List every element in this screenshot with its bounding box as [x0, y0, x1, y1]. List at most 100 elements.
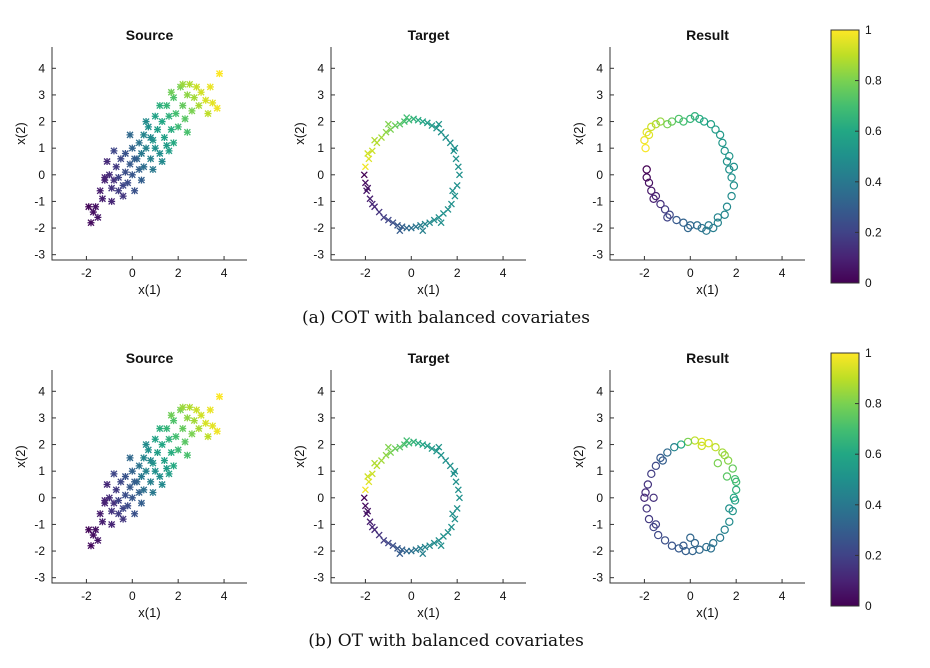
- data-point: [147, 134, 155, 142]
- y-axis-label: x(2): [571, 122, 586, 144]
- data-point: [709, 538, 718, 548]
- data-point: [706, 120, 716, 129]
- data-point: [725, 504, 734, 513]
- data-point: [391, 445, 399, 453]
- data-point: [391, 122, 399, 130]
- data-point: [167, 126, 175, 134]
- data-point: [653, 530, 663, 540]
- data-point: [715, 130, 725, 140]
- data-point: [720, 451, 729, 460]
- data-point: [151, 467, 159, 475]
- colorbar-tick-label: 0.2: [865, 225, 882, 239]
- data-point: [364, 184, 372, 192]
- data-point: [368, 200, 376, 208]
- data-point: [108, 507, 116, 515]
- data-point: [165, 112, 173, 120]
- data-point: [644, 178, 654, 187]
- data-point: [117, 155, 125, 163]
- y-tick-label: -3: [592, 571, 603, 585]
- scatter-series: [85, 393, 223, 550]
- data-point: [663, 213, 672, 222]
- data-point: [137, 473, 145, 480]
- data-point: [213, 427, 221, 435]
- y-tick-label: 3: [38, 411, 45, 425]
- data-point: [660, 205, 670, 214]
- data-point: [183, 451, 191, 459]
- data-point: [89, 208, 97, 216]
- data-point: [713, 218, 723, 227]
- colorbar-tick-label: 0.8: [865, 397, 882, 411]
- data-point: [644, 130, 654, 140]
- data-point: [419, 118, 427, 126]
- subplot-title: Source: [126, 350, 174, 366]
- axes-frame: [609, 47, 805, 261]
- data-point: [702, 542, 711, 552]
- data-point: [702, 226, 711, 235]
- data-point: [183, 128, 191, 136]
- data-point: [437, 542, 445, 550]
- data-point: [115, 510, 123, 518]
- y-tick-label: 2: [317, 438, 324, 452]
- data-point: [380, 536, 388, 544]
- data-point: [451, 192, 459, 200]
- data-point: [447, 200, 455, 208]
- data-point: [135, 165, 143, 173]
- data-point: [115, 496, 123, 504]
- data-point: [651, 520, 661, 529]
- data-point: [186, 80, 194, 88]
- data-point: [456, 171, 463, 179]
- data-point: [163, 142, 171, 150]
- colorbar-tick-label: 0.6: [865, 447, 882, 461]
- data-point: [430, 216, 438, 224]
- y-tick-label: -3: [592, 248, 603, 262]
- colorbar-tick-label: 0.6: [865, 124, 882, 138]
- y-tick-label: 1: [596, 141, 603, 155]
- data-point: [154, 449, 162, 457]
- data-point: [656, 117, 665, 126]
- data-point: [110, 147, 118, 155]
- data-point: [165, 435, 173, 443]
- data-point: [181, 438, 189, 446]
- data-point: [195, 102, 203, 110]
- data-point: [454, 486, 462, 494]
- data-point: [642, 504, 651, 513]
- x-tick-label: 4: [500, 266, 507, 280]
- subplot-source: Source -2 0 2 4 4 3 2 1 0 -1 -2 -3 x(1) x(2): [13, 350, 247, 620]
- data-point: [722, 157, 732, 166]
- data-point: [158, 118, 166, 126]
- data-point: [206, 406, 214, 414]
- y-tick-label: 0: [317, 168, 324, 182]
- data-point: [188, 107, 196, 115]
- data-point: [679, 218, 688, 227]
- data-point: [87, 219, 95, 227]
- x-axis-label: x(1): [138, 282, 160, 297]
- data-point: [126, 454, 134, 462]
- data-point: [389, 219, 397, 227]
- scatter-series: [85, 70, 223, 227]
- data-point: [190, 417, 198, 425]
- data-point: [149, 488, 157, 496]
- colorbar-tick-label: 1: [865, 23, 872, 37]
- data-point: [96, 187, 104, 195]
- data-point: [174, 446, 182, 454]
- data-point: [410, 438, 418, 446]
- colorbar-gradient: [830, 352, 860, 607]
- data-point: [149, 165, 157, 173]
- y-tick-label: 2: [596, 115, 603, 129]
- data-point: [728, 464, 737, 473]
- data-point: [366, 518, 374, 526]
- data-point: [190, 94, 198, 102]
- data-point: [195, 425, 203, 433]
- axes-frame: [330, 47, 526, 261]
- y-axis-label: x(2): [292, 122, 307, 144]
- x-tick-label: 2: [733, 589, 740, 603]
- data-point: [170, 139, 178, 147]
- y-tick-label: 1: [38, 464, 45, 478]
- data-point: [640, 493, 649, 502]
- y-tick-label: -1: [592, 194, 603, 208]
- x-tick-label: 2: [175, 266, 182, 280]
- x-axis-label: x(1): [417, 605, 439, 620]
- data-point: [452, 155, 460, 163]
- data-point: [679, 541, 688, 550]
- y-tick-label: 0: [596, 168, 603, 182]
